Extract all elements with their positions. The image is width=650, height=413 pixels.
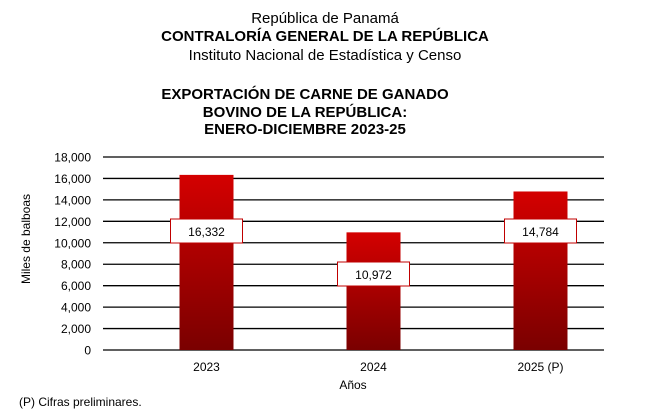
y-tick-label: 6,000	[61, 279, 91, 293]
y-tick-label: 14,000	[54, 193, 91, 207]
bars	[179, 174, 568, 350]
x-axis-ticks: 2023 2024 2025 (P)	[193, 360, 563, 374]
chart-title-line-1: EXPORTACIÓN DE CARNE DE GANADO	[161, 86, 449, 103]
x-tick-label: 2025 (P)	[517, 360, 563, 374]
data-label: 10,972	[355, 268, 392, 282]
data-label-box	[170, 218, 243, 244]
data-label-box	[504, 218, 577, 244]
data-label-box	[337, 261, 410, 287]
y-tick-label: 0	[84, 344, 91, 358]
header-institution: CONTRALORÍA GENERAL DE LA REPÚBLICA	[161, 28, 489, 45]
bar-2024	[346, 232, 401, 350]
x-tick-label: 2023	[193, 360, 220, 374]
x-axis-label: Años	[339, 378, 366, 392]
y-axis-ticks: 0 2,000 4,000 6,000 8,000 10,000 12,000 14,000 1…	[54, 151, 91, 358]
header-institute: Instituto Nacional de Estadística y Cens…	[188, 47, 462, 64]
chart-title-line-3: ENERO-DICIEMBRE 2023-25	[204, 121, 406, 138]
data-label: 14,784	[522, 225, 559, 239]
y-tick-label: 12,000	[54, 215, 91, 229]
y-tick-label: 10,000	[54, 236, 91, 250]
data-labels: 16,332 10,972 14,784	[170, 218, 577, 287]
bar-2025p	[513, 191, 568, 350]
y-tick-label: 2,000	[61, 322, 91, 336]
header-country: República de Panamá	[251, 10, 399, 27]
y-tick-label: 18,000	[54, 151, 91, 165]
chart-title-line-2: BOVINO DE LA REPÚBLICA:	[202, 104, 408, 121]
y-axis-label: Miles de balboas	[19, 194, 33, 284]
footnote: (P) Cifras preliminares.	[19, 395, 142, 409]
y-tick-label: 8,000	[61, 258, 91, 272]
y-tick-label: 4,000	[61, 301, 91, 315]
data-label: 16,332	[188, 225, 225, 239]
x-tick-label: 2024	[360, 360, 387, 374]
y-tick-label: 16,000	[54, 172, 91, 186]
bar-2023	[179, 174, 234, 350]
